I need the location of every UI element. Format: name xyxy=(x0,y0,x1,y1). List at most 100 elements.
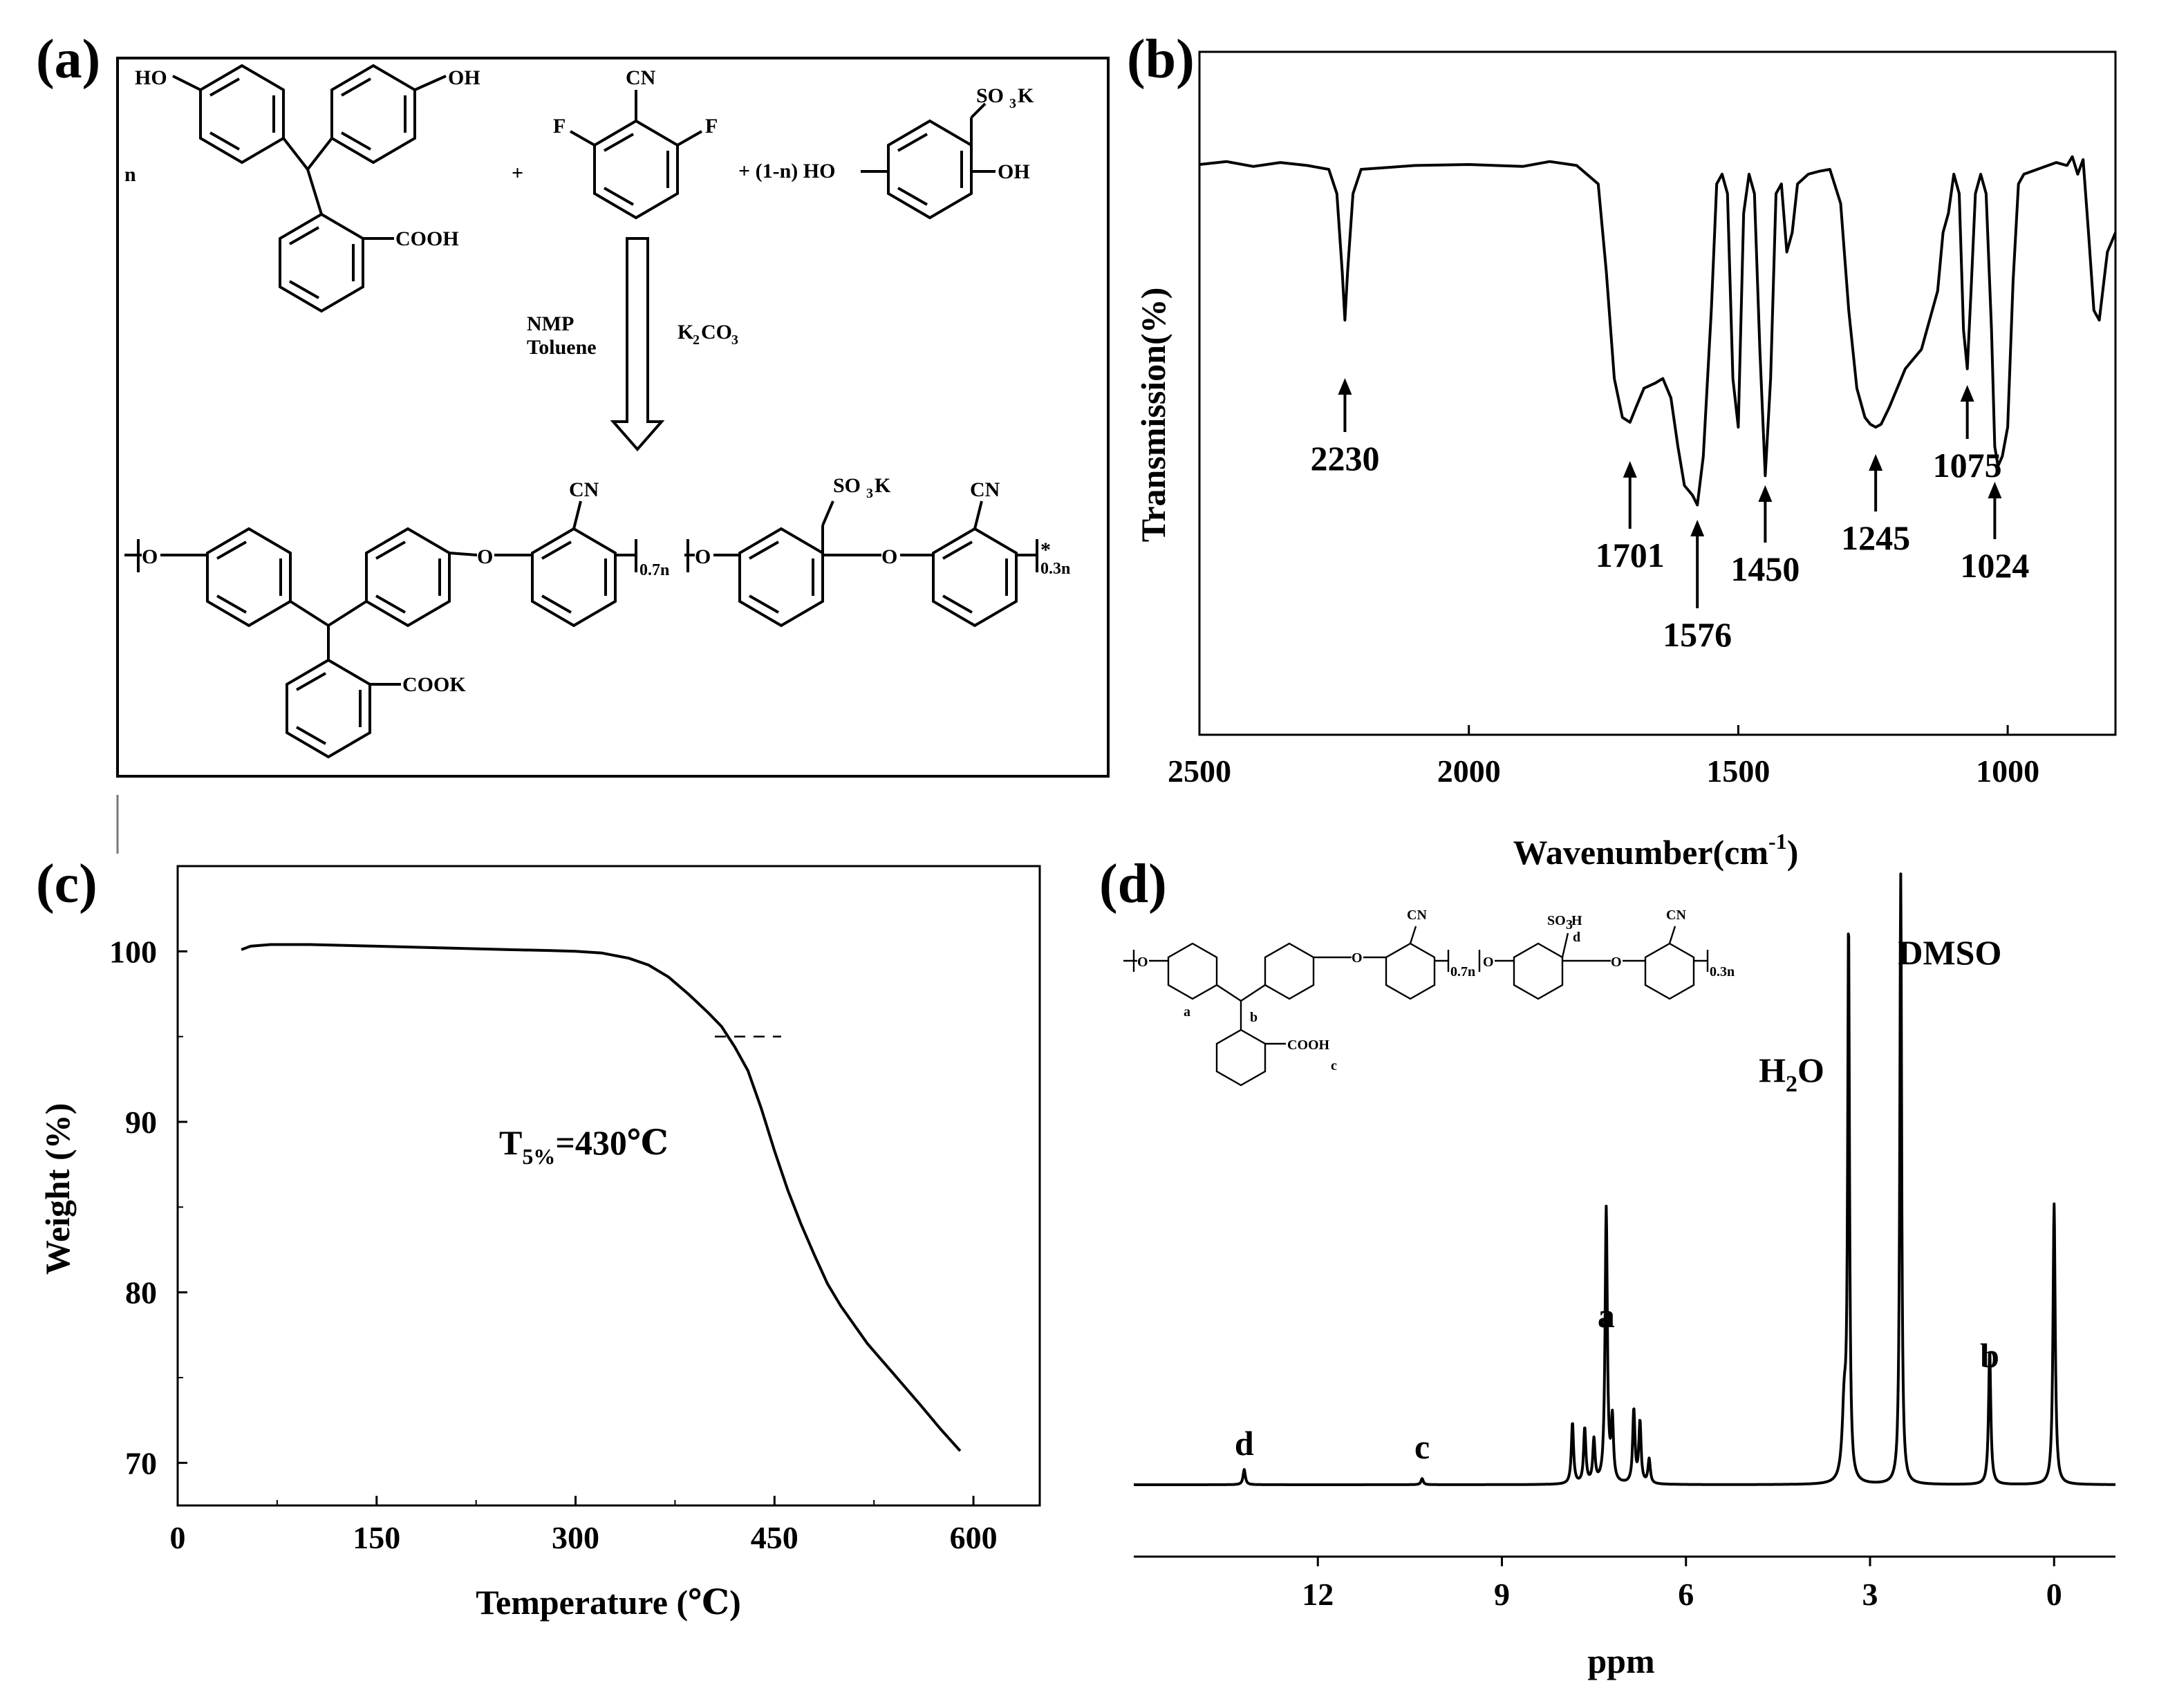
poly-ring-1 xyxy=(206,527,292,628)
panel-d-label: (d) xyxy=(1099,854,1167,914)
ir-x-axis-title: Wavenumber(cm-1) xyxy=(1513,829,1799,872)
nmp-label: NMP xyxy=(527,312,574,335)
so3k-poly-k: K xyxy=(875,474,891,497)
k2co3-2: 2 xyxy=(693,332,700,348)
nmr-x-tick-label: 9 xyxy=(1494,1577,1510,1612)
plus-sign: + xyxy=(512,162,523,185)
ir-peak-label: 1701 xyxy=(1596,536,1665,574)
nmr-o-3: O xyxy=(1483,955,1494,970)
monomer-sulfohydroquinone: + (1-n) HO OH SO 3 K xyxy=(738,84,1034,220)
ir-peak-label: 1075 xyxy=(1933,446,2002,485)
f-label-right: F xyxy=(705,115,718,138)
nmr-structure: O a b COOH c O CN 0.7n O xyxy=(1123,908,1735,1087)
so3k-poly-sub: 3 xyxy=(866,486,873,501)
monomer-phenolphthalin: HO OH COOH n xyxy=(124,64,480,313)
reaction-arrow: NMP Toluene K 2 CO 3 xyxy=(527,237,738,452)
panel-c: (c) 0 150 300 450 600 70 80 90 100 T5%=430℃ Temp… xyxy=(36,854,1041,1622)
nmr-so3h-h: H xyxy=(1571,913,1582,928)
ir-x-tick-label: 2000 xyxy=(1437,753,1501,789)
ir-peak-label: 1024 xyxy=(1960,546,2029,585)
nmr-o-4: O xyxy=(1611,955,1622,970)
nmr-peak-labels: d c a b H2O DMSO xyxy=(1235,933,2002,1466)
tga-x-axis-title: Temperature (℃) xyxy=(476,1583,740,1622)
ir-peak-label: 1576 xyxy=(1663,615,1732,654)
tga-x-tick-label: 450 xyxy=(751,1520,798,1555)
nmr-peak-label: b xyxy=(1980,1336,1999,1375)
t5-annotation: T5%=430℃ xyxy=(499,1123,669,1169)
nmr-label-c: c xyxy=(1331,1058,1337,1073)
nmr-spectrum-line xyxy=(1132,872,2117,1486)
poly-ring-6 xyxy=(932,527,1018,628)
nmr-cn-1: CN xyxy=(1407,908,1427,923)
ir-peak-label: 2230 xyxy=(1310,439,1379,478)
ir-arrowhead xyxy=(1758,485,1773,502)
ir-peak-label: 1450 xyxy=(1730,550,1800,588)
nmr-peak-label: DMSO xyxy=(1898,933,2001,972)
tga-y-tick-label: 80 xyxy=(125,1275,157,1311)
n-coefficient: n xyxy=(124,163,136,186)
ho-label: HO xyxy=(135,66,167,89)
so3k-poly: SO xyxy=(833,474,861,497)
nmr-sub-07n: 0.7n xyxy=(1450,964,1475,979)
cn-label-poly-2: CN xyxy=(970,478,1000,501)
cn-label-poly-1: CN xyxy=(569,478,599,501)
ring-4 xyxy=(593,119,679,220)
panel-a: (a) HO OH COOH n + xyxy=(36,29,1110,854)
tga-y-tick-label: 70 xyxy=(125,1445,157,1481)
ir-x-ticks: 2500 2000 1500 1000 xyxy=(1168,725,2039,789)
tga-ticks: 0 150 300 450 600 70 80 90 100 xyxy=(109,934,998,1555)
nmr-x-ticks: 12 9 6 3 0 xyxy=(1302,1557,2062,1612)
so3k-subscript: 3 xyxy=(1009,96,1016,111)
polymer-product: O COOK O CN xyxy=(124,474,1070,759)
nmr-so3h: SO xyxy=(1547,913,1566,928)
nmr-so3h-sub: 3 xyxy=(1566,917,1573,932)
monomer-difluorobenzonitrile: CN F F xyxy=(553,66,718,220)
k2co3-co: CO xyxy=(701,321,732,344)
ring-2 xyxy=(330,64,416,165)
cooh-label: COOH xyxy=(395,227,459,250)
tga-curve xyxy=(241,943,962,1452)
nmr-peak-label: a xyxy=(1598,1296,1615,1335)
scheme-frame xyxy=(116,57,1110,778)
nmr-x-axis-title: ppm xyxy=(1587,1642,1654,1680)
ir-x-tick-label: 1000 xyxy=(1976,753,2039,789)
ring-5 xyxy=(887,119,973,220)
tga-y-tick-label: 100 xyxy=(109,934,157,969)
o-2: O xyxy=(477,545,493,568)
tga-y-tick-label: 90 xyxy=(125,1105,157,1140)
cn-label-monomer: CN xyxy=(626,66,656,89)
ir-peak-annotations: 2230 1701 1576 1450 1245 1075 1024 xyxy=(1310,378,2029,654)
tga-x-tick-label: 0 xyxy=(170,1520,186,1555)
sub-07n: 0.7n xyxy=(639,561,669,579)
ir-peak-label: 1245 xyxy=(1841,518,1910,557)
poly-ring-4 xyxy=(531,527,617,628)
nmr-label-d: d xyxy=(1573,930,1580,945)
ring-1 xyxy=(199,64,285,165)
tga-plot-frame xyxy=(176,865,1041,1507)
so3k-k: K xyxy=(1018,84,1034,107)
ir-plot-frame xyxy=(1198,50,2117,736)
o-1: O xyxy=(142,545,158,568)
o-4: O xyxy=(881,545,897,568)
ir-y-axis-title: Transmission(%) xyxy=(1134,288,1172,543)
nmr-o-1: O xyxy=(1137,955,1148,970)
ir-arrowhead xyxy=(1988,482,2002,498)
star-end: * xyxy=(1040,538,1051,561)
tga-x-tick-label: 300 xyxy=(552,1520,599,1555)
o-3: O xyxy=(695,545,711,568)
poly-ring-2 xyxy=(365,527,451,628)
ir-arrowhead xyxy=(1960,385,1974,402)
panel-b-label: (b) xyxy=(1127,29,1195,90)
poly-ring-3 xyxy=(286,658,371,759)
nmr-water-label: H2O xyxy=(1759,1051,1824,1097)
ir-x-tick-label: 2500 xyxy=(1168,753,1231,789)
oh-label-2: OH xyxy=(998,160,1030,183)
nmr-x-tick-label: 6 xyxy=(1678,1577,1694,1612)
ir-arrowhead xyxy=(1690,520,1705,536)
nmr-label-a: a xyxy=(1184,1004,1190,1020)
ir-x-tick-label: 1500 xyxy=(1706,753,1770,789)
tga-y-axis-title: Weight (%) xyxy=(38,1103,77,1275)
panel-d: (d) 12 9 6 3 0 d c a b H2O DMSO ppm O a b COOH c … xyxy=(1099,854,2117,1680)
nmr-cn-2: CN xyxy=(1666,908,1686,923)
tga-x-tick-label: 150 xyxy=(353,1520,400,1555)
